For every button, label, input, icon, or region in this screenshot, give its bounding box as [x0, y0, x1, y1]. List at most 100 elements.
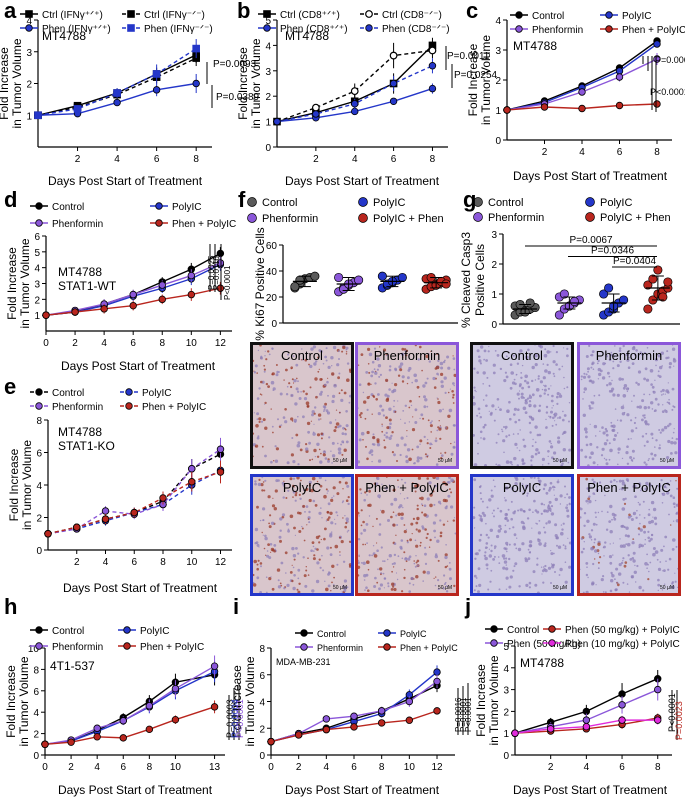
cell-nucleus	[561, 462, 564, 465]
cell-nucleus	[360, 431, 365, 436]
legend-marker	[127, 24, 135, 32]
cell-nucleus	[324, 479, 327, 482]
cell-nucleus	[327, 490, 329, 492]
cell-nucleus	[283, 379, 285, 381]
cell-nucleus	[253, 573, 255, 577]
data-point	[350, 712, 358, 720]
cell-nucleus	[670, 441, 674, 445]
cell-nucleus	[564, 561, 567, 563]
legend-marker	[300, 629, 308, 637]
cell-nucleus	[608, 389, 612, 393]
cell-nucleus	[550, 445, 554, 449]
x-tick-label: 8	[654, 147, 660, 158]
cell-nucleus	[599, 481, 602, 484]
cell-nucleus	[337, 376, 340, 380]
cell-nucleus	[580, 448, 584, 452]
cell-nucleus	[391, 582, 395, 586]
x-tick-label: 12	[431, 762, 443, 773]
cell-nucleus	[434, 554, 438, 559]
cell-nucleus	[641, 399, 645, 403]
cell-nucleus	[305, 447, 309, 451]
cell-nucleus	[488, 548, 490, 550]
cell-nucleus	[437, 579, 440, 582]
cell-nucleus	[272, 387, 276, 391]
cell-nucleus	[550, 351, 552, 353]
cell-nucleus	[654, 446, 656, 448]
cell-nucleus	[527, 385, 531, 389]
cell-nucleus	[426, 405, 429, 408]
cell-nucleus	[652, 390, 656, 394]
cell-nucleus	[488, 554, 492, 558]
cell-nucleus	[309, 364, 313, 369]
cell-nucleus	[481, 500, 484, 503]
cell-nucleus	[632, 538, 635, 540]
cell-nucleus	[611, 518, 613, 521]
cell-nucleus	[550, 505, 554, 508]
cell-nucleus	[480, 437, 482, 439]
cell-nucleus	[303, 539, 306, 542]
cell-nucleus	[393, 562, 396, 565]
cell-nucleus	[433, 529, 436, 533]
cell-nucleus	[592, 522, 596, 526]
cell-nucleus	[267, 543, 270, 546]
cell-nucleus	[340, 398, 344, 402]
cell-nucleus	[614, 408, 617, 410]
cell-nucleus	[626, 462, 630, 465]
cell-nucleus	[505, 428, 507, 430]
cell-nucleus	[447, 414, 451, 418]
data-point	[350, 87, 359, 96]
cell-nucleus	[630, 419, 633, 422]
cell-nucleus	[434, 513, 438, 517]
cell-nucleus	[338, 480, 342, 484]
data-point	[648, 274, 658, 284]
cell-nucleus	[519, 429, 521, 431]
data-point	[546, 725, 555, 733]
cell-nucleus	[597, 464, 599, 466]
cell-nucleus	[661, 492, 666, 496]
y-tick-label: 8	[33, 665, 39, 676]
cell-nucleus	[619, 419, 623, 422]
cell-nucleus	[272, 348, 274, 350]
cell-nucleus	[599, 556, 602, 559]
cell-nucleus	[368, 503, 372, 507]
y-tick-label: 1	[26, 111, 32, 122]
cell-nucleus	[509, 417, 512, 421]
cell-nucleus	[598, 372, 602, 377]
cell-nucleus	[521, 542, 525, 546]
cell-nucleus	[610, 353, 614, 357]
cell-nucleus	[292, 382, 295, 384]
cell-nucleus	[365, 523, 369, 526]
cell-nucleus	[367, 568, 370, 571]
casp3-photo-polyic: PolyIC 50 µM	[470, 474, 574, 596]
cell-nucleus	[393, 497, 398, 502]
cell-nucleus	[677, 567, 678, 570]
cell-nucleus	[450, 491, 453, 494]
cell-nucleus	[622, 581, 625, 584]
y-tick-label: 2	[34, 295, 40, 306]
cell-nucleus	[504, 371, 507, 374]
y-tick-label: 3	[34, 280, 40, 291]
cell-nucleus	[652, 516, 654, 518]
cell-nucleus	[382, 414, 385, 417]
cell-nucleus	[638, 482, 642, 486]
y-axis-label: in Tumor Volume	[10, 38, 24, 128]
cell-nucleus	[314, 456, 316, 458]
cell-nucleus	[558, 416, 562, 419]
cell-nucleus	[388, 418, 392, 422]
legend-marker	[605, 25, 613, 33]
cell-nucleus	[377, 393, 380, 396]
y-tick-label: 8	[36, 416, 42, 427]
cell-nucleus	[516, 447, 518, 449]
cell-nucleus	[658, 429, 661, 431]
cell-nucleus	[261, 489, 264, 492]
cell-nucleus	[589, 442, 593, 446]
cell-nucleus	[438, 409, 442, 413]
cell-nucleus	[591, 380, 595, 384]
cell-nucleus	[325, 359, 328, 362]
cell-nucleus	[264, 534, 267, 538]
y-axis-label: in Tumor Volume	[17, 656, 31, 746]
cell-nucleus	[270, 460, 273, 464]
cell-nucleus	[641, 418, 644, 422]
legend-marker	[155, 219, 163, 227]
cell-nucleus	[403, 443, 407, 447]
